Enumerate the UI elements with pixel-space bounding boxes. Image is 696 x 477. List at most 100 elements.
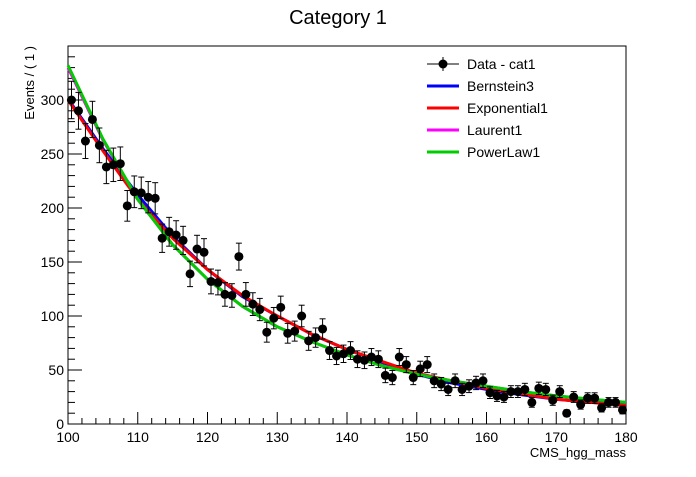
- data-point: [192, 244, 202, 254]
- data-point: [429, 376, 439, 386]
- data-point: [408, 373, 418, 383]
- data-point: [597, 403, 607, 413]
- y-tick-label: 300: [41, 92, 65, 108]
- data-point: [66, 95, 76, 105]
- data-point: [611, 397, 621, 407]
- data-point: [227, 290, 237, 300]
- data-point: [255, 305, 265, 315]
- data-point: [562, 408, 572, 418]
- data-point: [136, 188, 146, 198]
- data-point: [548, 395, 558, 405]
- x-tick-label: 150: [405, 429, 429, 445]
- data-point: [318, 324, 328, 334]
- data-point: [394, 352, 404, 362]
- data-point: [297, 311, 307, 321]
- data-point: [345, 346, 355, 356]
- data-point: [506, 387, 516, 397]
- data-point: [325, 346, 335, 356]
- data-point: [618, 405, 628, 415]
- data-point: [590, 393, 600, 403]
- data-point: [583, 393, 593, 403]
- data-point: [520, 384, 530, 394]
- data-point: [604, 397, 614, 407]
- data-point: [380, 370, 390, 380]
- legend-label: Bernstein3: [467, 78, 534, 94]
- data-point: [332, 351, 342, 361]
- legend-label: Exponential1: [467, 100, 548, 116]
- data-point: [422, 360, 432, 370]
- data-point: [108, 160, 118, 170]
- x-tick-label: 140: [335, 429, 359, 445]
- y-tick-label: 50: [48, 362, 64, 378]
- y-tick-label: 100: [41, 308, 65, 324]
- data-point: [513, 387, 523, 397]
- data-point: [492, 391, 502, 401]
- x-tick-label: 120: [196, 429, 220, 445]
- x-tick-label: 130: [266, 429, 290, 445]
- data-point: [115, 159, 125, 169]
- data-point: [499, 392, 509, 402]
- data-point: [122, 201, 132, 211]
- data-point: [457, 384, 467, 394]
- data-point: [171, 230, 181, 240]
- legend-label: PowerLaw1: [467, 144, 540, 160]
- data-point: [304, 336, 314, 346]
- data-point: [206, 276, 216, 286]
- legend-data-marker: [438, 59, 448, 69]
- data-point: [73, 106, 83, 116]
- legend: Data - cat1 Bernstein3 Exponential1 Laurent…: [427, 56, 548, 160]
- data-point: [87, 114, 97, 124]
- data-point: [129, 187, 139, 197]
- data-point: [164, 227, 174, 237]
- data-point: [339, 349, 349, 359]
- data-point: [269, 313, 279, 323]
- data-point: [220, 289, 230, 299]
- y-axis-label: Events / ( 1 ): [22, 46, 37, 120]
- data-point: [311, 333, 321, 343]
- data-point: [471, 378, 481, 388]
- data-point: [80, 136, 90, 146]
- data-point: [94, 140, 104, 150]
- y-tick-label: 250: [41, 146, 65, 162]
- data-point: [143, 192, 153, 202]
- legend-label: Data - cat1: [467, 56, 536, 72]
- data-point: [555, 387, 565, 397]
- data-point: [415, 364, 425, 374]
- data-point: [478, 376, 488, 386]
- data-point: [241, 289, 251, 299]
- data-point: [150, 193, 160, 203]
- y-tick-label: 0: [56, 416, 64, 432]
- data-point: [576, 400, 586, 410]
- legend-label: Laurent1: [467, 122, 522, 138]
- data-point: [248, 299, 258, 309]
- data-point: [262, 327, 272, 337]
- x-tick-label: 110: [127, 429, 150, 445]
- data-point: [283, 328, 293, 338]
- data-point: [450, 376, 460, 386]
- data-point: [401, 360, 411, 370]
- x-tick-label: 170: [545, 429, 569, 445]
- data-point: [178, 235, 188, 245]
- data-point: [101, 162, 111, 172]
- data-point: [276, 302, 286, 312]
- data-point: [185, 269, 195, 279]
- x-tick-label: 180: [614, 429, 638, 445]
- data-point: [569, 392, 579, 402]
- y-tick-label: 150: [41, 254, 65, 270]
- y-tick-label: 200: [41, 200, 65, 216]
- axes: 100 110 120 130 140 150 160 170 180 0 50 100 150 200 2…: [41, 45, 638, 445]
- data-point: [387, 373, 397, 383]
- data-point: [157, 233, 167, 243]
- data-point: [352, 354, 362, 364]
- data-point: [199, 247, 209, 257]
- x-axis-label: CMS_hgg_mass: [530, 445, 627, 460]
- data-point: [485, 388, 495, 398]
- data-point: [213, 278, 223, 288]
- data-point: [464, 381, 474, 391]
- data-point: [527, 397, 537, 407]
- data-point: [436, 379, 446, 389]
- x-tick-label: 160: [475, 429, 499, 445]
